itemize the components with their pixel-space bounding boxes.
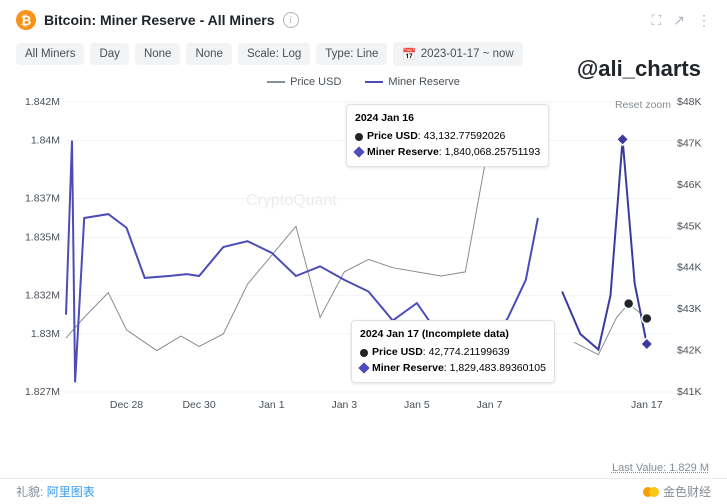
svg-text:1.83M: 1.83M (31, 328, 60, 340)
svg-text:$47K: $47K (677, 137, 702, 149)
reset-zoom-button[interactable]: Reset zoom (613, 98, 673, 112)
svg-text:Jan 3: Jan 3 (331, 399, 357, 411)
calendar-icon: 📅 (402, 47, 416, 61)
tt2-price-dot (360, 349, 368, 357)
date-range-button[interactable]: 📅 2023-01-17 ~ now (393, 42, 522, 66)
svg-text:Jan 7: Jan 7 (477, 399, 503, 411)
tt1-head: 2024 Jan 16 (355, 111, 540, 127)
svg-text:$48K: $48K (677, 96, 702, 108)
svg-text:$43K: $43K (677, 303, 702, 315)
tt1-price-dot (355, 133, 363, 141)
expand-icon[interactable]: ⛶ (651, 12, 661, 29)
svg-text:$42K: $42K (677, 345, 702, 357)
footer-link[interactable]: 阿里图表 (47, 485, 95, 499)
footer-label: 礼貌: (16, 485, 43, 499)
watermark-handle: @ali_charts (577, 56, 701, 82)
svg-text:1.84M: 1.84M (31, 135, 60, 147)
jinse-logo-icon (643, 484, 659, 500)
legend-price[interactable]: Price USD (267, 76, 341, 88)
legend-reserve-label: Miner Reserve (388, 76, 460, 88)
tt2-reserve-diamond (358, 363, 369, 374)
svg-text:$41K: $41K (677, 386, 702, 398)
svg-text:Dec 30: Dec 30 (182, 399, 215, 411)
svg-text:Dec 28: Dec 28 (110, 399, 143, 411)
legend-reserve-swatch (365, 81, 383, 83)
svg-text:Jan 1: Jan 1 (259, 399, 285, 411)
date-range-label: 2023-01-17 ~ now (421, 48, 514, 60)
svg-text:$44K: $44K (677, 262, 702, 274)
tt1-reserve-diamond (353, 147, 364, 158)
filter-miners[interactable]: All Miners (16, 43, 84, 65)
footer-brand: 金色财经 (643, 483, 711, 500)
legend-price-label: Price USD (290, 76, 341, 88)
svg-text:1.832M: 1.832M (25, 289, 60, 301)
svg-text:1.842M: 1.842M (25, 96, 60, 108)
svg-text:1.835M: 1.835M (25, 231, 60, 243)
svg-text:Jan 17: Jan 17 (631, 399, 663, 411)
bitcoin-icon: ₿ (16, 10, 36, 30)
share-icon[interactable]: ↗ (673, 12, 685, 29)
svg-text:Jan 5: Jan 5 (404, 399, 430, 411)
filter-none2[interactable]: None (186, 43, 232, 65)
svg-text:$46K: $46K (677, 179, 702, 191)
filter-scale[interactable]: Scale: Log (238, 43, 310, 65)
svg-text:1.837M: 1.837M (25, 193, 60, 205)
chart-area[interactable]: CryptoQuant Reset zoom 1.842M1.84M1.837M… (16, 92, 711, 427)
filter-interval[interactable]: Day (90, 43, 128, 65)
filter-none1[interactable]: None (135, 43, 181, 65)
filter-type[interactable]: Type: Line (316, 43, 387, 65)
svg-text:$45K: $45K (677, 220, 702, 232)
tt2-head: 2024 Jan 17 (Incomplete data) (360, 327, 546, 343)
legend-price-swatch (267, 81, 285, 83)
info-icon[interactable]: i (283, 12, 299, 28)
svg-text:1.827M: 1.827M (25, 386, 60, 398)
tooltip-jan16: 2024 Jan 16 Price USD: 43,132.77592026 M… (346, 104, 549, 167)
tooltip-jan17: 2024 Jan 17 (Incomplete data) Price USD:… (351, 320, 555, 383)
chart-title: Bitcoin: Miner Reserve - All Miners (44, 12, 275, 28)
last-value-label: Last Value: 1.829 M (612, 462, 709, 474)
more-icon[interactable]: ⋮ (697, 12, 711, 29)
legend-reserve[interactable]: Miner Reserve (365, 76, 460, 88)
